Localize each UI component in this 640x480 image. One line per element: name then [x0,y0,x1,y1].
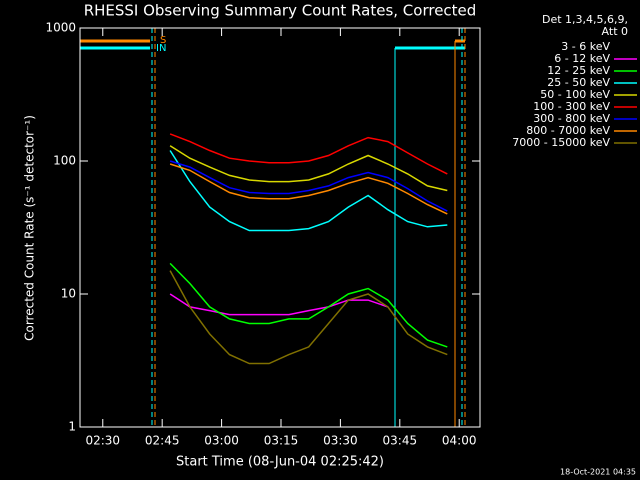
legend-label: 100 - 300 keV [533,100,610,113]
annotation: IN [156,43,166,54]
legend-label: 25 - 50 keV [547,76,610,89]
y-axis-label: Corrected Count Rate (s⁻¹ detector⁻¹) [23,115,37,341]
series-line [169,163,448,215]
y-tick-label: 100 [53,154,76,168]
state-markers [80,28,466,427]
series-line [169,270,448,365]
series-line [169,150,448,232]
timestamp: 18-Oct-2021 04:35 [560,468,636,477]
x-tick-label: 02:30 [85,434,120,448]
series-line [169,293,389,316]
legend-label: 6 - 12 keV [554,52,610,65]
series-line [169,262,448,348]
x-tick-label: 03:15 [264,434,299,448]
legend-title: Det 1,3,4,5,6,9, [542,13,628,26]
y-tick-label: 1 [68,420,76,434]
x-tick-label: 03:00 [204,434,239,448]
series-line [169,160,448,212]
chart-title: RHESSI Observing Summary Count Rates, Co… [84,2,477,20]
legend-label: 3 - 6 keV [561,40,610,53]
legend-label: 12 - 25 keV [547,64,610,77]
series-line [169,145,448,192]
y-tick-label: 10 [61,287,76,301]
legend-title: Att 0 [602,25,628,38]
legend-label: 7000 - 15000 keV [512,136,610,149]
series-line [169,323,389,423]
x-tick-label: 04:00 [442,434,477,448]
x-axis-label: Start Time (08-Jun-04 02:25:42) [176,455,384,470]
legend-label: 300 - 800 keV [533,112,610,125]
x-tick-label: 03:45 [383,434,418,448]
plot-frame [79,27,481,428]
annotation: S [160,35,166,46]
x-tick-label: 02:45 [145,434,180,448]
x-tick-label: 03:30 [323,434,358,448]
series-line [169,133,448,175]
legend-label: 50 - 100 keV [540,88,610,101]
legend-label: 800 - 7000 keV [526,124,610,137]
y-tick-label: 1000 [45,21,76,35]
